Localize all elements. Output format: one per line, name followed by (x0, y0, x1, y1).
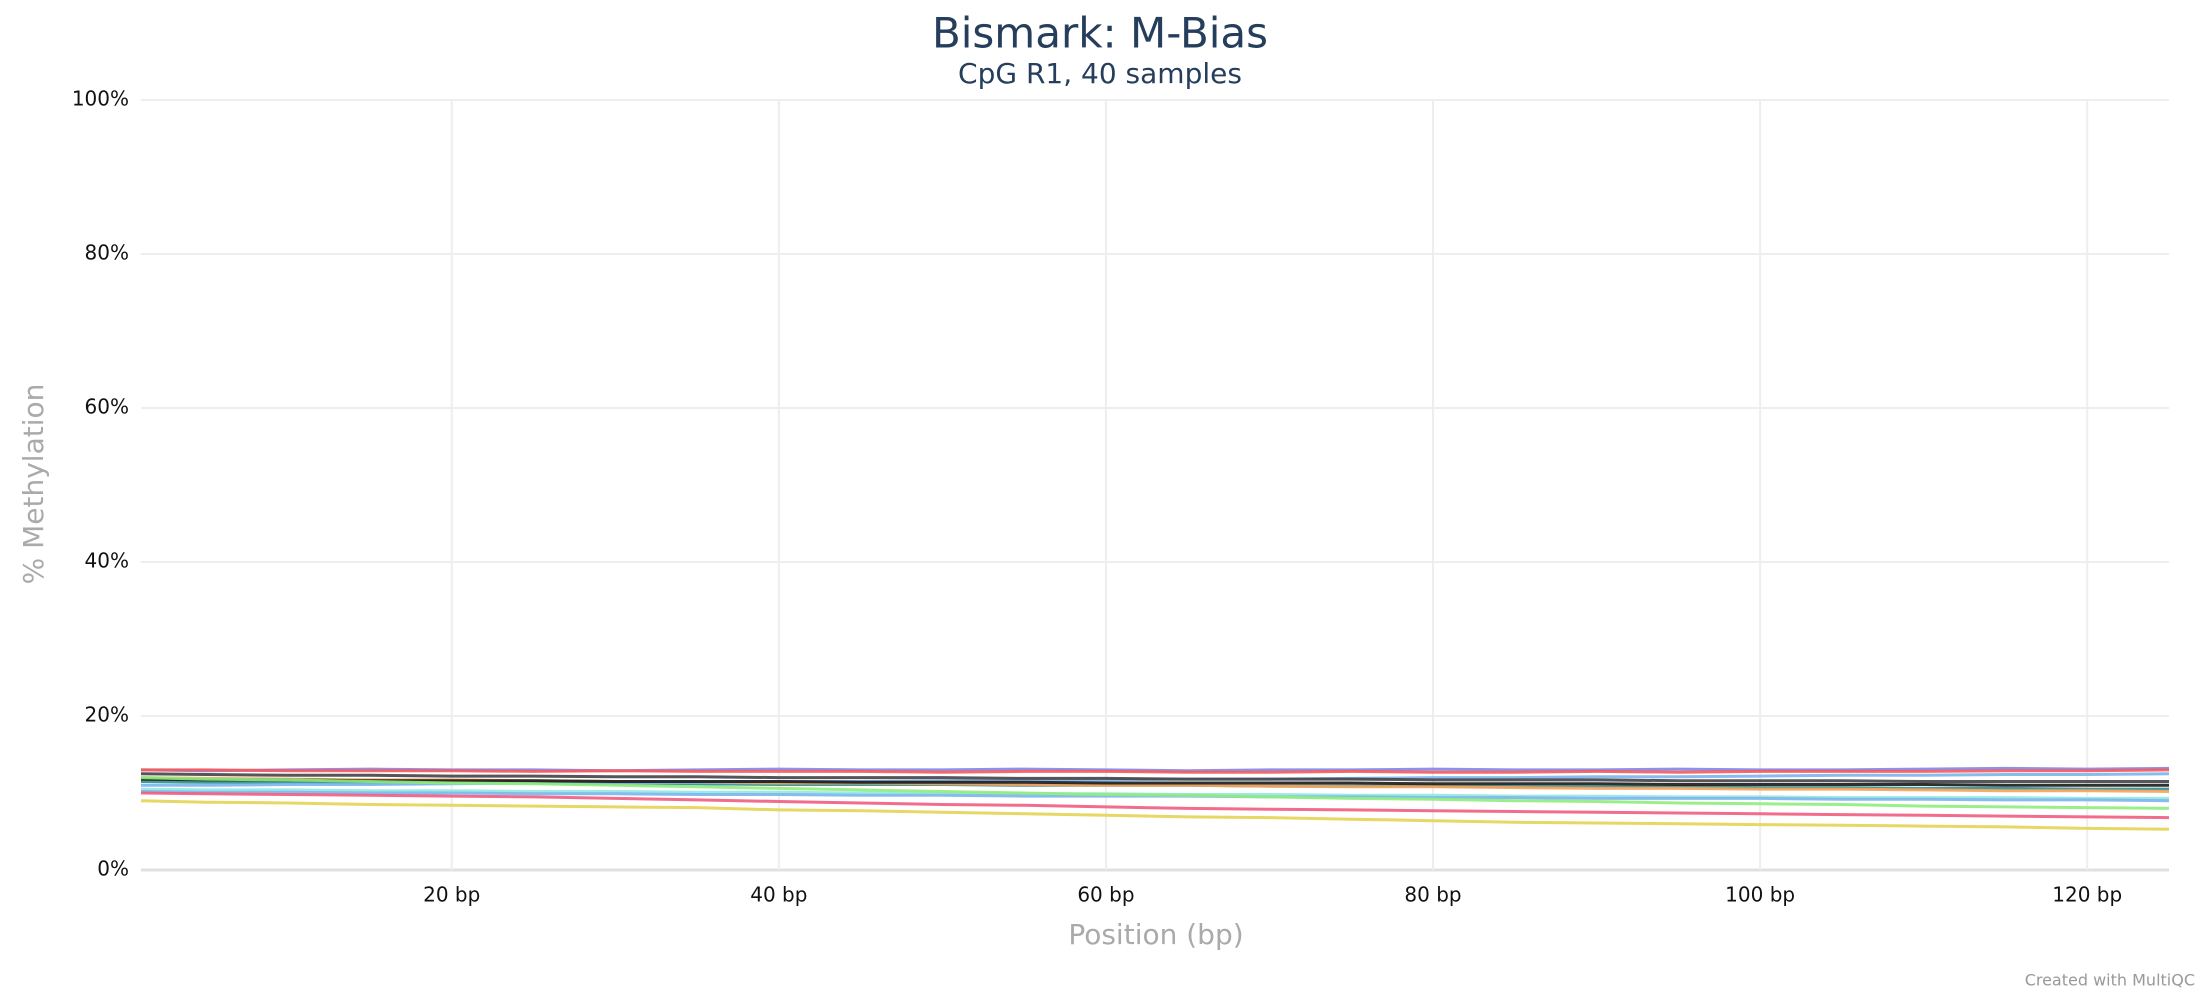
data-line (140, 776, 2170, 810)
credit: Created with MultiQC (2025, 971, 2195, 990)
y-tick-label: 40% (85, 549, 129, 573)
y-tick-label: 60% (85, 395, 129, 419)
data-line (140, 791, 2170, 820)
y-tick-label: 20% (85, 703, 129, 727)
x-tick-label: 100 bp (1725, 883, 1795, 907)
y-tick-label: 0% (97, 857, 129, 881)
data-line (140, 772, 2169, 783)
data-line (140, 777, 2169, 787)
x-tick-label: 120 bp (2052, 883, 2122, 907)
y-tick-label: 80% (85, 241, 129, 265)
x-tick-label: 80 bp (1404, 883, 1461, 907)
data-line (141, 768, 2170, 774)
chart-subtitle: CpG R1, 40 samples (958, 57, 1242, 90)
x-axis-label: Position (bp) (1068, 918, 1243, 951)
chart-title: Bismark: M-Bias (932, 9, 1268, 58)
data-line (140, 799, 2170, 831)
x-tick-label: 60 bp (1077, 883, 1134, 907)
y-tick-label: 100% (72, 87, 129, 111)
x-tick-label: 20 bp (423, 883, 480, 907)
x-tick-label: 40 bp (750, 883, 807, 907)
y-axis-label: % Methylation (17, 384, 50, 585)
